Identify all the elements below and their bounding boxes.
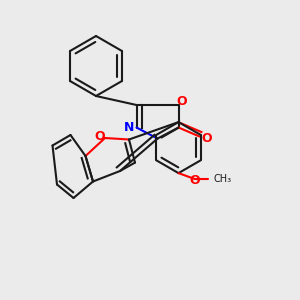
Text: O: O — [202, 131, 212, 145]
Text: N: N — [124, 121, 134, 134]
Text: O: O — [177, 95, 188, 108]
Text: O: O — [190, 173, 200, 187]
Text: CH₃: CH₃ — [213, 174, 231, 184]
Text: O: O — [94, 130, 105, 143]
